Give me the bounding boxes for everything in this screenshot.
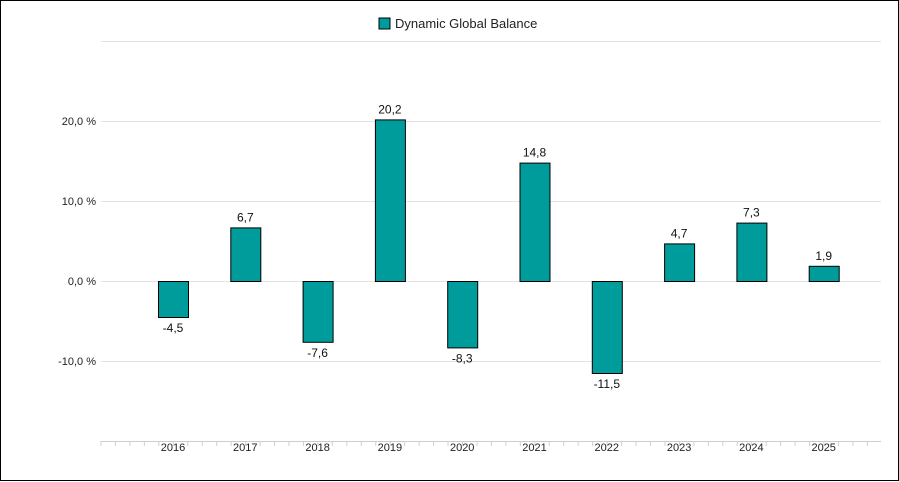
bar (736, 222, 768, 283)
x-tick-label: 2020 (450, 442, 474, 454)
legend-label: Dynamic Global Balance (395, 16, 537, 31)
y-tick-label: -10,0 % (58, 356, 96, 368)
x-tick-label: 2017 (233, 442, 257, 454)
x-tick-label: 2022 (595, 442, 619, 454)
x-tick-label: 2018 (305, 442, 329, 454)
bars (158, 119, 840, 374)
bar (302, 281, 334, 343)
x-tick-label: 2021 (522, 442, 546, 454)
bar (519, 162, 551, 283)
x-tick-label: 2019 (378, 442, 402, 454)
bar (664, 243, 696, 282)
data-label: 20,2 (378, 102, 402, 116)
y-tick-label: 20,0 % (62, 116, 96, 128)
y-axis: -10,0 % 0,0 % 10,0 % 20,0 % (58, 116, 96, 368)
gridlines (101, 41, 881, 362)
y-tick-label: 10,0 % (62, 196, 96, 208)
data-labels: -4,5 6,7 -7,6 20,2 -8,3 14,8 -11,5 4,7 7,3 1,9 (163, 102, 833, 391)
y-tick-label: 0,0 % (68, 276, 96, 288)
bar (808, 265, 840, 282)
x-tick-label: 2023 (667, 442, 691, 454)
x-axis: 2016 2017 2018 2019 2020 2021 2022 2023 2024 2025 (100, 441, 881, 454)
data-label: -11,5 (594, 377, 621, 391)
bar (230, 227, 262, 282)
data-label: 4,7 (671, 226, 688, 240)
bar (374, 119, 406, 283)
data-label: 14,8 (523, 146, 547, 160)
data-label: 7,3 (743, 206, 760, 220)
bar (447, 281, 479, 349)
data-label: 1,9 (815, 249, 832, 263)
x-tick-label: 2016 (161, 442, 185, 454)
data-label: -7,6 (307, 346, 328, 360)
legend-swatch (378, 17, 391, 30)
legend: Dynamic Global Balance (378, 16, 537, 31)
data-label: 6,7 (237, 210, 254, 224)
bar (158, 281, 189, 318)
x-tick-label: 2024 (739, 442, 763, 454)
x-tick-label: 2025 (811, 442, 835, 454)
data-label: -8,3 (452, 351, 473, 365)
data-label: -4,5 (163, 321, 184, 335)
bar (591, 281, 623, 374)
